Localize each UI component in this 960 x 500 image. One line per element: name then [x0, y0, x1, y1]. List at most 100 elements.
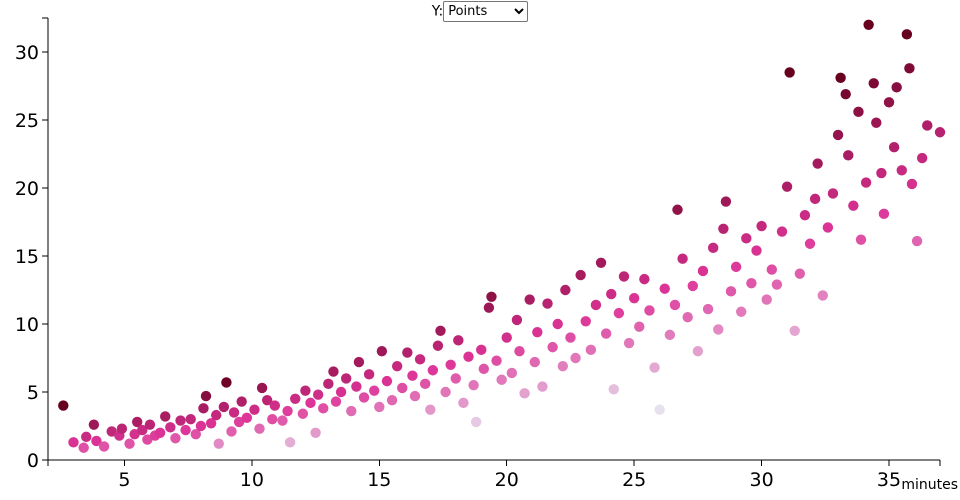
- data-point: [236, 396, 247, 407]
- data-point: [211, 409, 222, 421]
- data-point: [312, 389, 324, 400]
- data-point: [761, 294, 772, 305]
- data-point: [491, 355, 502, 366]
- data-point: [585, 344, 597, 356]
- data-point: [664, 329, 676, 341]
- y-tick-label: 5: [27, 382, 39, 404]
- data-point: [888, 142, 900, 153]
- data-point: [318, 403, 329, 414]
- data-point: [524, 294, 535, 305]
- data-point: [478, 363, 490, 375]
- data-point: [185, 414, 196, 425]
- data-point: [672, 204, 683, 215]
- data-point: [468, 380, 479, 391]
- data-point: [256, 382, 268, 394]
- data-point: [848, 200, 859, 211]
- data-point: [363, 369, 375, 380]
- data-point: [346, 405, 357, 417]
- data-point: [496, 374, 507, 385]
- data-point: [330, 396, 342, 407]
- data-point: [868, 78, 879, 89]
- x-tick-label: 35: [877, 469, 901, 491]
- data-point: [812, 158, 823, 169]
- data-point: [501, 332, 512, 343]
- data-point: [580, 316, 591, 327]
- data-point: [124, 438, 135, 449]
- data-point: [649, 362, 660, 373]
- data-point: [391, 360, 403, 372]
- data-point: [425, 404, 436, 415]
- data-point: [221, 377, 232, 388]
- data-point: [771, 279, 783, 290]
- data-point: [78, 442, 89, 453]
- data-point: [876, 167, 887, 179]
- data-point: [81, 431, 92, 443]
- data-point: [600, 328, 612, 339]
- data-point: [142, 434, 153, 445]
- data-point: [756, 220, 767, 232]
- data-point: [160, 411, 171, 422]
- data-point: [175, 415, 186, 426]
- data-point: [445, 359, 456, 370]
- data-point: [353, 356, 365, 368]
- data-point: [677, 253, 688, 264]
- data-point: [213, 438, 224, 449]
- data-point: [784, 67, 795, 78]
- data-point: [720, 196, 732, 207]
- data-point: [628, 292, 640, 304]
- data-point: [323, 378, 334, 390]
- data-point: [922, 120, 933, 131]
- data-point: [682, 312, 693, 323]
- data-point: [305, 397, 316, 409]
- data-point: [106, 426, 117, 437]
- data-point: [483, 302, 495, 313]
- data-point: [537, 381, 548, 392]
- data-point: [736, 306, 747, 317]
- data-point: [529, 356, 540, 368]
- data-point: [644, 305, 655, 316]
- data-point: [901, 29, 913, 40]
- data-point: [386, 394, 398, 406]
- data-point: [358, 392, 370, 403]
- data-point: [440, 386, 451, 398]
- data-point: [58, 400, 69, 411]
- data-point: [267, 414, 278, 425]
- data-point: [506, 367, 518, 379]
- data-point: [132, 416, 143, 428]
- data-point: [883, 97, 895, 108]
- data-point: [376, 346, 388, 357]
- data-point: [476, 344, 487, 356]
- y-metric-select[interactable]: Points: [443, 1, 529, 22]
- data-point: [310, 427, 321, 438]
- data-point: [129, 428, 140, 440]
- data-point: [707, 242, 719, 254]
- data-point: [427, 365, 439, 376]
- data-point: [669, 299, 681, 311]
- data-point: [776, 226, 788, 237]
- data-point: [218, 401, 230, 413]
- data-point: [419, 378, 431, 390]
- data-point: [916, 152, 928, 164]
- data-point: [91, 435, 102, 447]
- data-point: [335, 386, 347, 398]
- data-point: [116, 423, 128, 434]
- data-point: [397, 382, 408, 394]
- data-point: [269, 400, 281, 411]
- data-point: [794, 268, 806, 279]
- x-tick-label: 30: [750, 469, 774, 491]
- data-point: [835, 72, 846, 84]
- data-point: [608, 384, 619, 395]
- data-point: [570, 352, 581, 364]
- data-point: [741, 233, 752, 244]
- data-point: [190, 428, 202, 440]
- y-tick-label: 10: [15, 314, 39, 336]
- data-point: [547, 341, 558, 353]
- y-tick-label: 0: [27, 450, 39, 472]
- data-point: [68, 437, 79, 448]
- data-point: [407, 370, 418, 381]
- data-point: [827, 188, 839, 199]
- data-point: [351, 381, 362, 392]
- data-points: [58, 19, 946, 453]
- data-point: [328, 366, 339, 377]
- data-point: [840, 88, 851, 100]
